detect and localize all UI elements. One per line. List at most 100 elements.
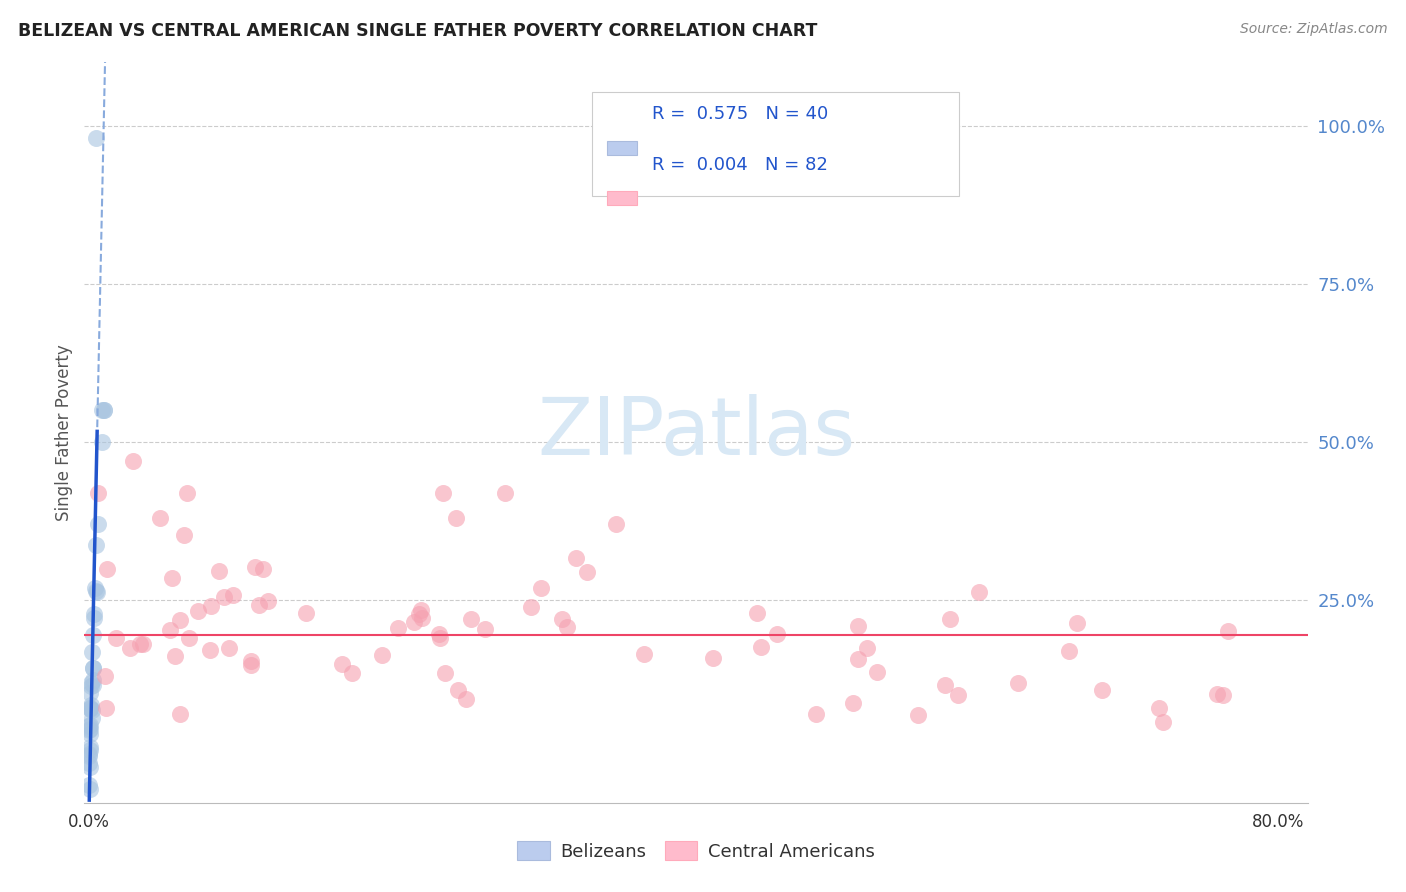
Point <box>432 485 454 500</box>
Point <box>427 627 450 641</box>
Point <box>82 711 104 725</box>
Point <box>120 641 142 656</box>
Point <box>576 565 599 579</box>
Point <box>460 611 482 625</box>
Point <box>702 651 724 665</box>
Point <box>208 565 231 579</box>
Point <box>94 701 117 715</box>
Y-axis label: Single Father Poverty: Single Father Poverty <box>55 344 73 521</box>
Point <box>77 748 100 763</box>
Point <box>1152 714 1174 729</box>
Text: R =  0.575   N = 40: R = 0.575 N = 40 <box>652 105 828 123</box>
Point <box>907 707 929 722</box>
Point <box>173 528 195 542</box>
Point <box>252 561 274 575</box>
Point <box>939 611 962 625</box>
Point <box>633 647 655 661</box>
Point <box>79 718 101 732</box>
Point <box>79 742 101 756</box>
Point <box>1091 683 1114 698</box>
Point <box>83 581 105 595</box>
Point <box>83 611 105 625</box>
Point <box>198 643 221 657</box>
Point <box>93 669 115 683</box>
Point <box>444 511 467 525</box>
Point <box>1206 687 1229 701</box>
Point <box>946 688 969 702</box>
Point <box>82 628 104 642</box>
Point <box>408 607 430 621</box>
Point <box>555 620 578 634</box>
Point <box>846 619 869 633</box>
Point <box>79 781 101 796</box>
Point <box>212 590 235 604</box>
Point <box>77 747 100 761</box>
Point <box>84 584 107 599</box>
FancyBboxPatch shape <box>592 92 959 195</box>
Point <box>240 654 263 668</box>
Point <box>804 707 827 722</box>
Point <box>96 562 118 576</box>
Point <box>447 682 470 697</box>
Point <box>84 131 107 145</box>
Point <box>80 679 103 693</box>
Point <box>132 637 155 651</box>
Point <box>77 778 100 792</box>
Point <box>1218 624 1240 639</box>
Point <box>564 550 586 565</box>
Point <box>160 571 183 585</box>
Point <box>495 485 517 500</box>
Point <box>176 485 198 500</box>
FancyBboxPatch shape <box>606 192 637 205</box>
Point <box>1066 615 1088 630</box>
Text: ZIPatlas: ZIPatlas <box>537 393 855 472</box>
Point <box>91 403 114 417</box>
Point <box>80 676 103 690</box>
Point <box>371 648 394 663</box>
Point <box>84 538 107 552</box>
Point <box>86 485 108 500</box>
Point <box>551 612 574 626</box>
Point <box>387 621 409 635</box>
Point <box>855 640 877 655</box>
Point <box>177 632 200 646</box>
Point <box>159 624 181 638</box>
Point <box>1212 688 1234 702</box>
Point <box>91 435 114 450</box>
Point <box>87 517 110 532</box>
Point <box>342 666 364 681</box>
Point <box>846 651 869 665</box>
Point <box>82 661 104 675</box>
Point <box>256 593 278 607</box>
Point <box>474 623 496 637</box>
Point <box>842 696 865 710</box>
Point <box>330 657 353 671</box>
Point <box>747 606 769 620</box>
Point <box>93 403 115 417</box>
Point <box>77 723 100 738</box>
Point <box>93 403 115 417</box>
Point <box>200 599 222 613</box>
Point <box>218 640 240 655</box>
Point <box>934 678 956 692</box>
Point <box>749 640 772 655</box>
Point <box>79 719 101 733</box>
Point <box>86 585 108 599</box>
Point <box>79 740 101 755</box>
Point <box>105 631 128 645</box>
Point <box>82 673 104 687</box>
Point <box>1057 644 1080 658</box>
Text: R =  0.004   N = 82: R = 0.004 N = 82 <box>652 155 828 174</box>
Point <box>866 665 889 679</box>
Point <box>429 632 451 646</box>
Point <box>530 582 553 596</box>
Text: Source: ZipAtlas.com: Source: ZipAtlas.com <box>1240 22 1388 37</box>
Point <box>77 756 100 771</box>
Point <box>765 627 787 641</box>
Legend: Belizeans, Central Americans: Belizeans, Central Americans <box>510 834 882 868</box>
Point <box>129 637 152 651</box>
Point <box>148 511 170 525</box>
Point <box>969 585 991 599</box>
Point <box>79 760 101 774</box>
FancyBboxPatch shape <box>606 141 637 155</box>
